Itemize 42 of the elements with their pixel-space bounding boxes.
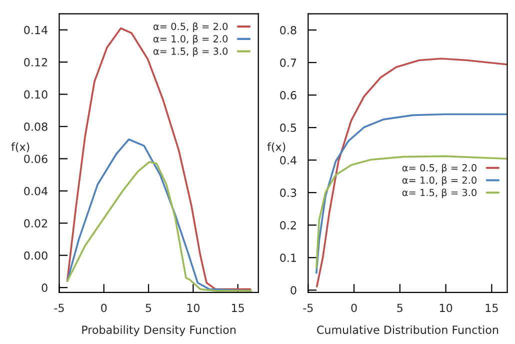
x-tick-label: 5 (146, 304, 152, 312)
line-series (315, 155, 508, 269)
legend-label: α= 0.5, β = 2.0 (153, 22, 228, 32)
y-tick-label: 0.10 (24, 90, 48, 99)
legend-label: α= 1.5, β = 3.0 (153, 47, 228, 57)
y-tick-label: 0.00 (24, 251, 48, 260)
y-tick-label: 0.14 (24, 26, 48, 34)
y-tick-label: 0.4 (280, 156, 296, 164)
line-series (66, 161, 252, 292)
legend-label: α= 1.5, β = 3.0 (402, 188, 476, 198)
x-axis-title: Probability Density Function (82, 325, 236, 336)
y-axis-title: f(x) (11, 142, 30, 152)
x-axis-title: Cumulative Distribution Function (317, 325, 498, 334)
x-tick-label: 15 (232, 304, 244, 312)
x-tick-label: 0 (101, 304, 107, 312)
y-tick-label: 0.8 (280, 26, 296, 34)
y-tick-label: 0.1 (280, 254, 296, 262)
x-tick-label: 10 (187, 304, 200, 312)
y-tick-label: 0.02 (24, 219, 47, 228)
y-tick-label: 0.5 (280, 124, 296, 132)
y-tick-label: 0.2 (280, 221, 296, 230)
y-tick-label: 0.6 (280, 91, 296, 100)
y-axis-title: f(x) (267, 142, 286, 152)
y-tick-label: 0.3 (280, 188, 296, 197)
y-tick-label: 0.04 (24, 186, 48, 196)
line-series (315, 113, 508, 274)
x-tick-label: -5 (54, 304, 64, 312)
y-tick-label: 0.12 (24, 58, 47, 66)
y-tick-label: 0.08 (24, 122, 48, 131)
line-series (316, 58, 508, 288)
y-tick-label: 0 (42, 284, 48, 292)
y-tick-label: 0.7 (280, 58, 296, 67)
x-tick-label: -5 (303, 304, 313, 312)
legend-label: α= 1.0, β = 2.0 (402, 176, 476, 186)
x-tick-label: 15 (486, 304, 498, 312)
y-tick-label: 0 (290, 286, 296, 295)
y-tick-label: 0.06 (24, 154, 48, 164)
x-tick-label: 0 (351, 304, 357, 312)
x-tick-label: 10 (440, 304, 452, 312)
legend-label: α= 0.5, β = 2.0 (402, 164, 476, 174)
legend-label: α= 1.0, β = 2.0 (153, 34, 228, 44)
x-tick-label: 5 (397, 304, 402, 312)
